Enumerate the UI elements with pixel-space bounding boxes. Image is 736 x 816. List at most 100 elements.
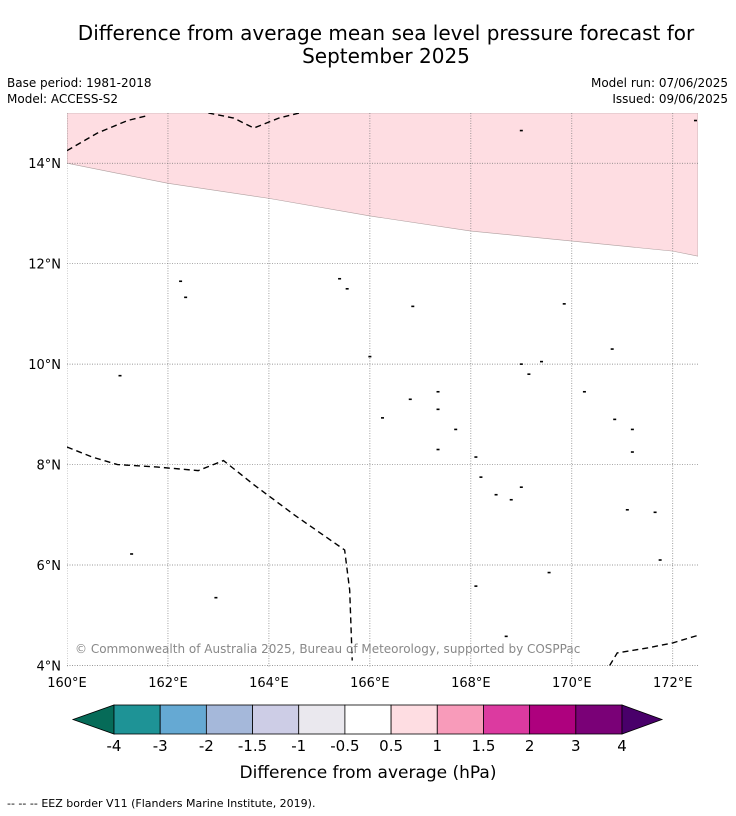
- island-mark: [474, 456, 478, 458]
- colorbar-max-arrow: [621, 704, 664, 735]
- colorbar-tick-label: 2: [525, 737, 535, 755]
- eez-border-line: [609, 634, 698, 666]
- colorbar-title: Difference from average (hPa): [240, 763, 497, 783]
- island-mark: [613, 418, 617, 421]
- island-mark: [381, 417, 384, 419]
- lat-tick-label: 14°N: [28, 157, 61, 172]
- island-mark: [610, 348, 614, 350]
- map-content: [67, 113, 698, 668]
- island-mark: [118, 374, 122, 377]
- island-mark: [693, 119, 697, 122]
- pressure-anomaly-region: [67, 113, 698, 257]
- eez-legend-symbol: -- -- --: [7, 797, 38, 810]
- base-period: Base period: 1981-2018: [7, 76, 152, 90]
- meta-left: Base period: 1981-2018 Model: ACCESS-S2: [7, 75, 152, 107]
- colorbar-segment: [298, 704, 346, 735]
- title-line-2: September 2025: [302, 44, 470, 68]
- lon-tick-label: 168°E: [451, 676, 491, 691]
- island-mark: [479, 476, 483, 478]
- colorbar-tick-label: 1: [432, 737, 442, 755]
- island-mark: [504, 635, 508, 638]
- eez-borders: [67, 113, 698, 666]
- colorbar-segment: [390, 704, 438, 735]
- colorbar-tick-label: -4: [107, 737, 122, 755]
- island-mark: [519, 363, 523, 365]
- eez-border-line: [67, 114, 148, 152]
- colorbar-segment: [575, 704, 623, 735]
- island-mark: [625, 508, 629, 511]
- colorbar-tick-label: -1: [291, 737, 306, 755]
- island-mark: [436, 408, 440, 411]
- island-mark: [436, 390, 440, 393]
- colorbar-tick-label: 4: [617, 737, 627, 755]
- colorbar-min-arrow: [71, 704, 115, 735]
- copyright-notice: © Commonwealth of Australia 2025, Bureau…: [75, 642, 580, 656]
- island-mark: [527, 373, 531, 375]
- island-mark: [630, 451, 634, 453]
- model-run: Model run: 07/06/2025: [590, 76, 728, 90]
- island-mark: [658, 559, 662, 561]
- lon-tick-label: 162°E: [148, 676, 188, 691]
- lat-tick-label: 4°N: [37, 659, 62, 674]
- lon-tick-label: 172°E: [653, 676, 693, 691]
- issued-date: Issued: 09/06/2025: [612, 92, 728, 106]
- axis-labels: 14°N 12°N 10°N 8°N 6°N 4°N 160°E 162°E 164°E 166°…: [28, 157, 692, 691]
- colorbar-segment: [436, 704, 484, 735]
- island-mark: [540, 360, 544, 363]
- lat-tick-label: 12°N: [28, 258, 61, 273]
- colorbar-segment: [205, 704, 253, 735]
- island-mark: [411, 305, 415, 308]
- island-mark: [519, 129, 523, 132]
- eez-legend: -- -- -- EEZ border V11 (Flanders Marine…: [7, 797, 315, 810]
- colorbar-tick-label: -1.5: [238, 737, 267, 755]
- colorbar: -4 -3 -2 -1.5 -1 -0.5 0.5 1 1.5 2 3 4: [71, 704, 664, 755]
- colorbar-segment: [344, 704, 392, 735]
- island-mark: [582, 390, 586, 393]
- islands: [118, 119, 697, 638]
- colorbar-tick-label: 0.5: [379, 737, 403, 755]
- island-mark: [214, 596, 218, 599]
- map-title: Difference from average mean sea level p…: [0, 22, 736, 68]
- island-mark: [653, 511, 657, 514]
- lat-tick-label: 8°N: [37, 459, 62, 474]
- island-mark: [547, 571, 551, 574]
- title-line-1: Difference from average mean sea level p…: [77, 21, 695, 45]
- colorbar-segment: [252, 704, 300, 735]
- colorbar-segment: [113, 704, 161, 735]
- model-name: Model: ACCESS-S2: [7, 92, 119, 106]
- lon-tick-label: 170°E: [552, 676, 592, 691]
- island-mark: [179, 280, 183, 283]
- island-mark: [519, 486, 523, 488]
- island-mark: [474, 585, 478, 587]
- island-mark: [494, 493, 498, 496]
- island-mark: [184, 296, 188, 299]
- eez-border-line: [208, 113, 300, 129]
- meta-right: Model run: 07/06/2025 Issued: 09/06/2025: [591, 75, 728, 107]
- colorbar-tick-label: -0.5: [330, 737, 359, 755]
- colorbar-tick-label: -3: [153, 737, 168, 755]
- lat-tick-label: 10°N: [28, 358, 61, 373]
- eez-legend-text: EEZ border V11 (Flanders Marine Institut…: [41, 797, 316, 810]
- lon-tick-label: 166°E: [350, 676, 390, 691]
- eez-border-line: [67, 446, 353, 661]
- colorbar-segment: [483, 704, 531, 735]
- island-mark: [338, 277, 342, 280]
- island-mark: [408, 398, 412, 401]
- island-mark: [368, 355, 372, 358]
- lat-tick-label: 6°N: [37, 559, 62, 574]
- island-mark: [130, 553, 134, 555]
- island-mark: [345, 287, 349, 290]
- colorbar-segment: [159, 704, 207, 735]
- lon-tick-label: 164°E: [249, 676, 289, 691]
- gridlines: [67, 113, 698, 668]
- island-mark: [454, 428, 458, 431]
- island-mark: [436, 448, 440, 451]
- island-mark: [562, 303, 566, 305]
- island-mark: [630, 428, 634, 431]
- island-mark: [509, 498, 513, 501]
- lon-tick-label: 160°E: [47, 676, 87, 691]
- colorbar-tick-label: 1.5: [472, 737, 496, 755]
- colorbar-tick-label: -2: [199, 737, 214, 755]
- colorbar-segment: [529, 704, 577, 735]
